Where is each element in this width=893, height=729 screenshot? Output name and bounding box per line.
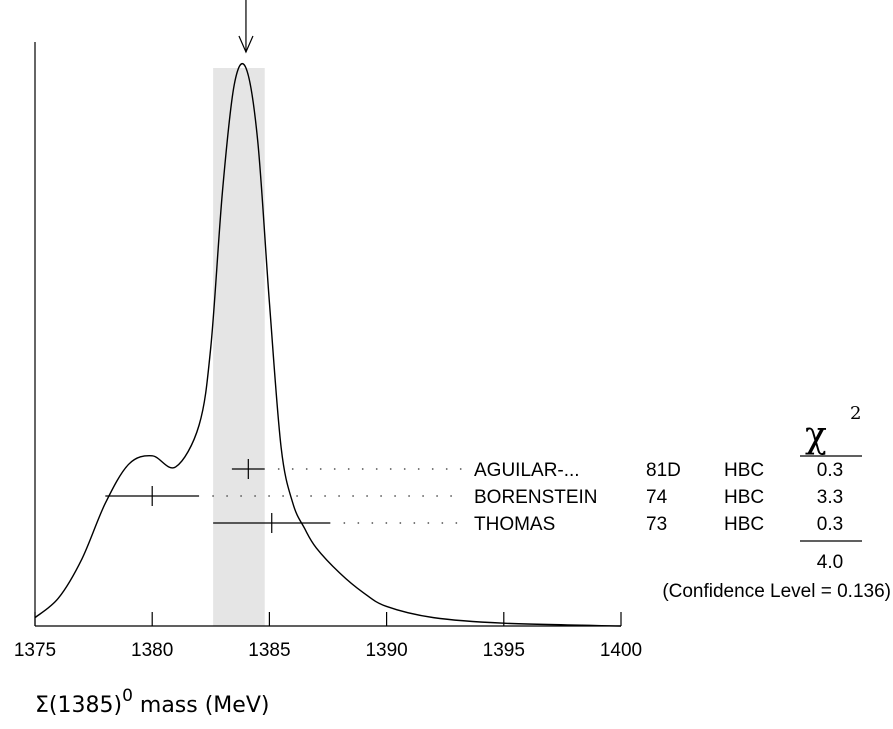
measurement-row: THOMAS 73 HBC 0.3 — [213, 513, 843, 535]
chi2-header: χ — [805, 415, 827, 456]
leader-dot — [380, 495, 382, 497]
leader-dot — [408, 495, 410, 497]
leader-dot — [375, 468, 378, 470]
leader-dot — [459, 468, 462, 470]
leader-dot — [291, 468, 294, 470]
leader-dot — [385, 522, 388, 524]
measurement-chi2: 0.3 — [817, 460, 843, 481]
x-tick-label: 1385 — [248, 640, 290, 661]
leader-dot — [399, 522, 402, 524]
leader-dot — [361, 468, 364, 470]
x-tick-label: 1395 — [483, 640, 525, 661]
x-tick-label: 1400 — [600, 640, 642, 661]
measurement-row: AGUILAR-... 81D HBC 0.3 — [231, 459, 843, 481]
measurement-label: THOMAS — [474, 514, 555, 535]
measurement-chi2: 0.3 — [817, 514, 843, 535]
leader-dot — [427, 522, 430, 524]
x-tick-label: 1375 — [14, 640, 56, 661]
leader-dot — [240, 495, 242, 497]
leader-dot — [431, 468, 434, 470]
leader-dot — [394, 495, 396, 497]
leader-dot — [371, 522, 374, 524]
x-ticks: 1375 1380 1385 1390 1395 1400 — [14, 612, 642, 661]
measurement-chi2: 3.3 — [817, 487, 843, 508]
x-axis-label: Σ(1385)0 mass (MeV) — [35, 686, 269, 718]
measurement-technique: HBC — [724, 514, 764, 535]
leader-dot — [352, 495, 354, 497]
leader-dot — [212, 495, 214, 497]
measurement-year: 74 — [646, 487, 668, 508]
leader-dot — [343, 522, 346, 524]
measurement-technique: HBC — [724, 487, 764, 508]
x-tick-label: 1390 — [365, 640, 407, 661]
leader-dot — [338, 495, 340, 497]
leader-dot — [357, 522, 360, 524]
leader-dot — [347, 468, 350, 470]
leader-dot — [305, 468, 308, 470]
leader-dot — [403, 468, 406, 470]
measurement-year: 73 — [646, 514, 667, 535]
chi2-header-power: 2 — [850, 403, 861, 424]
leader-dot — [441, 522, 444, 524]
leader-dot — [366, 495, 368, 497]
leader-dot — [417, 468, 420, 470]
leader-dot — [268, 495, 270, 497]
chi2-total: 4.0 — [817, 552, 843, 573]
leader-dot — [436, 495, 438, 497]
leader-dot — [413, 522, 416, 524]
ideogram-curve — [34, 63, 622, 627]
error-band — [213, 68, 265, 626]
leader-dot — [445, 468, 448, 470]
leader-dot — [254, 495, 256, 497]
measurement-label: AGUILAR-... — [474, 460, 580, 481]
measurement-technique: HBC — [724, 460, 764, 481]
leader-dot — [282, 495, 284, 497]
confidence-level: (Confidence Level = 0.136) — [662, 581, 891, 602]
leader-dot — [226, 495, 228, 497]
x-tick-label: 1380 — [131, 640, 173, 661]
leader-dot — [324, 495, 326, 497]
measurement-row: BORENSTEIN 74 HBC 3.3 — [105, 486, 843, 508]
leader-dot — [455, 522, 458, 524]
measurement-label: BORENSTEIN — [474, 487, 598, 508]
leader-dot — [277, 468, 280, 470]
leader-dot — [296, 495, 298, 497]
measurement-year: 81D — [646, 460, 681, 481]
leader-dot — [333, 468, 336, 470]
leader-dot — [310, 495, 312, 497]
leader-dot — [450, 495, 452, 497]
measurements: AGUILAR-... 81D HBC 0.3 BORENSTEIN 74 HBC 3.3 TH… — [105, 459, 843, 535]
leader-dot — [422, 495, 424, 497]
average-arrow-icon — [238, 0, 254, 54]
leader-dot — [319, 468, 322, 470]
leader-dot — [389, 468, 392, 470]
average-arrow-head — [238, 35, 254, 54]
